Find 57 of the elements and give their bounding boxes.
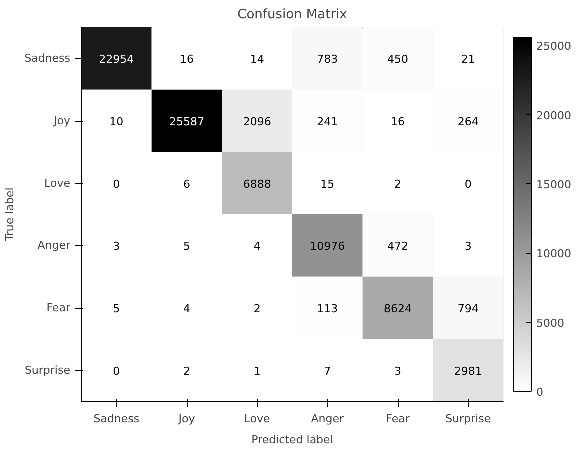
data-label: 472 bbox=[388, 240, 408, 254]
data-label: 264 bbox=[458, 116, 479, 128]
data-label: 0 bbox=[113, 178, 120, 191]
data-label: 1 bbox=[254, 364, 261, 378]
x-tick-label: Anger bbox=[311, 412, 345, 426]
color-bar-label: 25000 bbox=[536, 40, 572, 54]
x-tick-label: Joy bbox=[178, 412, 196, 426]
x-tick-label: Surprise bbox=[446, 412, 492, 426]
data-label: 3 bbox=[464, 240, 472, 254]
x-tick-label: Fear bbox=[386, 412, 410, 426]
y-tick-label: Anger bbox=[38, 239, 71, 252]
data-label: 16 bbox=[180, 53, 194, 66]
x-tick-label: Love bbox=[244, 412, 271, 426]
data-label: 2096 bbox=[243, 116, 272, 128]
data-label: 794 bbox=[458, 302, 479, 316]
color-bar-label: 5000 bbox=[536, 316, 564, 330]
color-bar-label: 15000 bbox=[536, 178, 572, 192]
data-label: 241 bbox=[317, 116, 338, 128]
data-label: 14 bbox=[250, 53, 264, 66]
data-label: 21 bbox=[461, 53, 476, 66]
y-axis-title: True label bbox=[4, 188, 17, 242]
data-label: 5 bbox=[113, 302, 120, 316]
data-label: 4 bbox=[254, 240, 261, 254]
data-label: 2 bbox=[184, 364, 190, 378]
data-label: 113 bbox=[317, 302, 338, 316]
data-label: 4 bbox=[184, 302, 190, 316]
y-tick-label: Love bbox=[44, 176, 71, 190]
data-label: 15 bbox=[320, 178, 335, 191]
data-label: 7 bbox=[324, 364, 332, 378]
data-label: 16 bbox=[391, 116, 405, 128]
data-label: 2 bbox=[394, 178, 402, 191]
color-bar-label: 10000 bbox=[536, 248, 572, 261]
y-tick-label: Sadness bbox=[24, 52, 71, 66]
data-label: 2981 bbox=[454, 364, 482, 378]
data-label: 10976 bbox=[310, 240, 346, 254]
data-label: 3 bbox=[394, 364, 402, 378]
data-label: 6 bbox=[184, 178, 190, 191]
data-label: 450 bbox=[388, 53, 408, 66]
data-label: 22954 bbox=[99, 53, 134, 66]
data-label: 8624 bbox=[384, 302, 412, 316]
data-label: 5 bbox=[184, 240, 190, 254]
chart-title: Confusion Matrix bbox=[238, 8, 348, 22]
data-label: 10 bbox=[110, 116, 124, 128]
y-tick-label: Joy bbox=[53, 114, 71, 128]
data-label: 6888 bbox=[243, 178, 272, 191]
x-axis-title: Predicted label bbox=[252, 434, 334, 446]
y-tick-label: Fear bbox=[46, 302, 71, 314]
data-label: 0 bbox=[464, 178, 472, 191]
color-bar-label: 20000 bbox=[536, 109, 572, 122]
data-label: 3 bbox=[113, 240, 120, 254]
color-bar-label: 0 bbox=[536, 386, 544, 399]
data-label: 25587 bbox=[170, 116, 205, 128]
x-tick-label: Sadness bbox=[94, 412, 140, 426]
data-label: 0 bbox=[113, 364, 120, 378]
y-tick-label: Surprise bbox=[24, 364, 71, 377]
data-label: 783 bbox=[317, 53, 338, 66]
data-label: 2 bbox=[254, 302, 261, 316]
